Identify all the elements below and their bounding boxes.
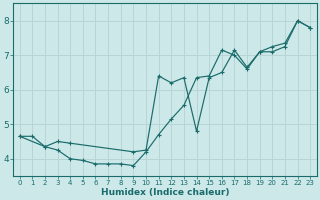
X-axis label: Humidex (Indice chaleur): Humidex (Indice chaleur) — [101, 188, 229, 197]
